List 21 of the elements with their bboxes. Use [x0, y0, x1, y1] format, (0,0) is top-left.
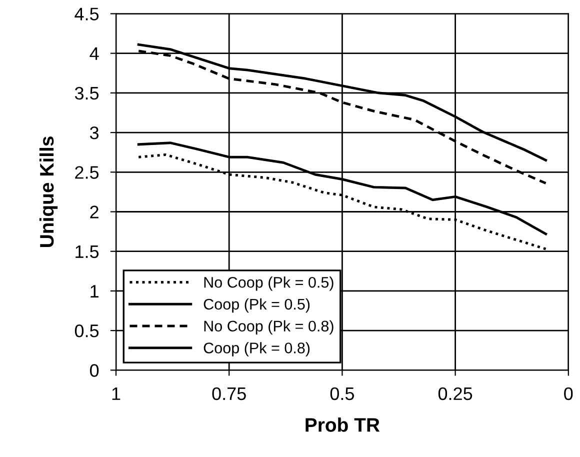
- y-tick-label: 1.5: [76, 245, 99, 258]
- y-tick-label: 2: [90, 206, 98, 218]
- y-tick-label: 2.5: [75, 166, 99, 179]
- y-tick-label: 3.5: [74, 86, 99, 100]
- legend-label: No Coop (Pk = 0.8): [204, 320, 334, 335]
- x-tick-label: 0.75: [212, 387, 246, 400]
- y-tick-label: 4: [90, 47, 99, 60]
- y-axis-title: Unique Kills: [39, 136, 58, 247]
- legend-label: Coop (Pk = 0.8): [204, 342, 310, 356]
- y-tick-label: 0: [90, 364, 99, 377]
- x-tick-label: 1: [112, 388, 120, 400]
- y-tick-label: 3: [90, 126, 99, 140]
- x-tick-label: 0: [564, 387, 573, 400]
- x-axis-title: Prob TR: [306, 418, 380, 432]
- legend-label: No Coop (Pk = 0.5): [204, 276, 334, 291]
- y-tick-label: 0.5: [74, 324, 99, 338]
- y-tick-label: 1: [90, 285, 98, 298]
- y-tick-label: 4.5: [74, 8, 99, 20]
- legend-label: Coop (Pk = 0.5): [204, 298, 310, 313]
- x-tick-label: 0.25: [438, 387, 472, 400]
- x-tick-label: 0.5: [330, 387, 354, 400]
